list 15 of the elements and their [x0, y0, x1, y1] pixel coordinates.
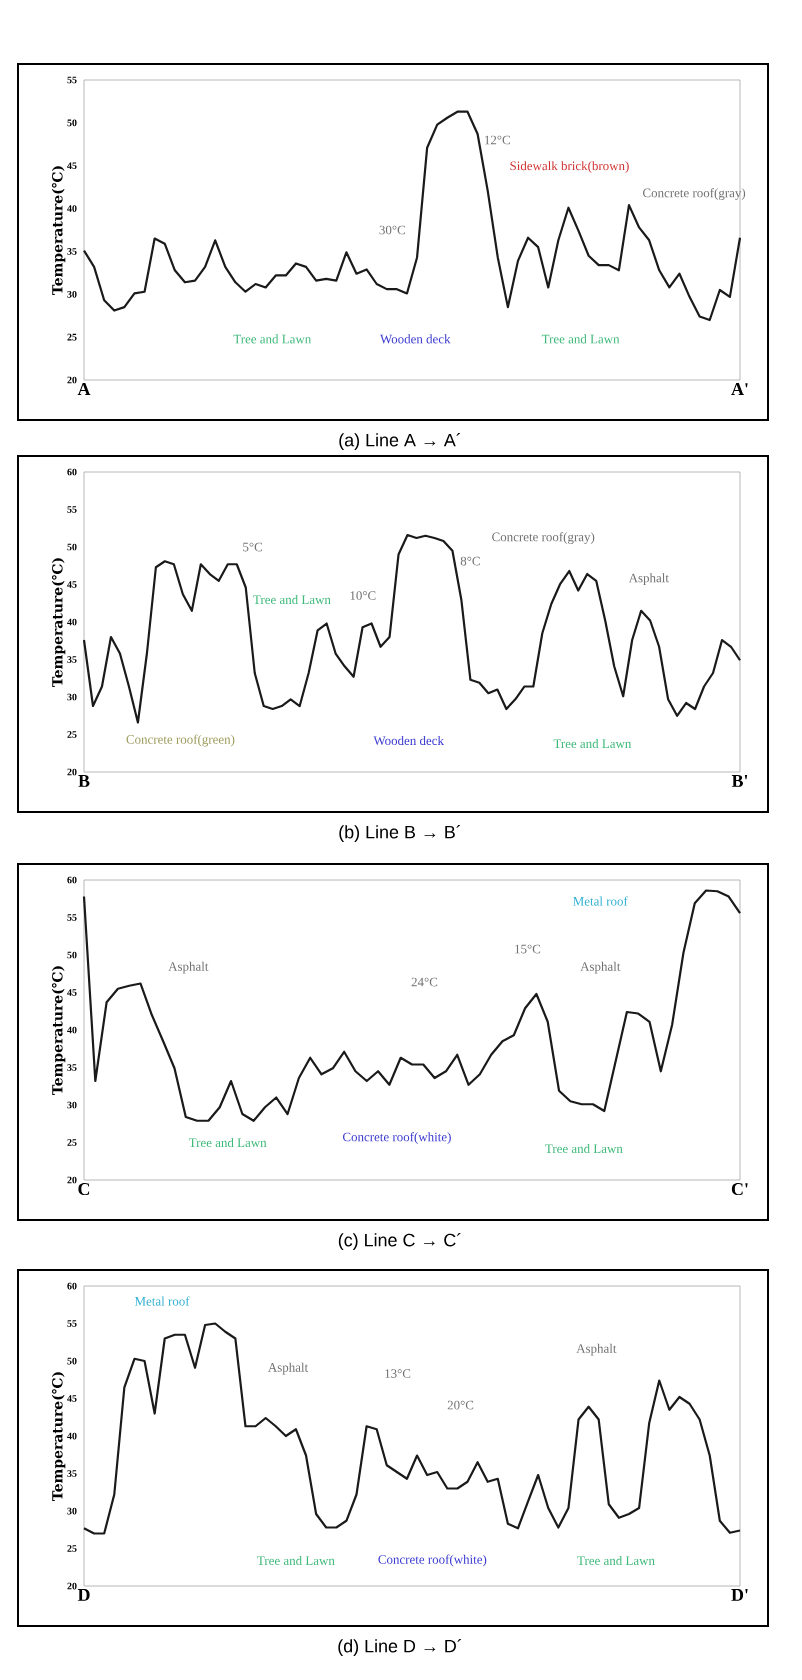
text: (a) Line A → A´ — [339, 433, 461, 450]
x-tick-label: A' — [731, 383, 748, 395]
text: (b) Line B → B´ — [339, 825, 461, 842]
line-series — [82, 889, 742, 1122]
text: (c) Line C → C´ — [338, 1233, 461, 1250]
x-tick-label: B' — [731, 775, 748, 787]
x-tick-label: D — [77, 1589, 90, 1601]
x-tick-label: D' — [731, 1589, 748, 1601]
x-tick-label: C — [78, 1183, 90, 1196]
text: (d) Line D → D´ — [338, 1639, 462, 1656]
x-tick-label: B — [78, 775, 90, 787]
line-series — [82, 533, 742, 724]
x-tick-label: C' — [731, 1183, 748, 1196]
x-tick-label: A — [77, 383, 91, 395]
line-series — [82, 110, 742, 322]
